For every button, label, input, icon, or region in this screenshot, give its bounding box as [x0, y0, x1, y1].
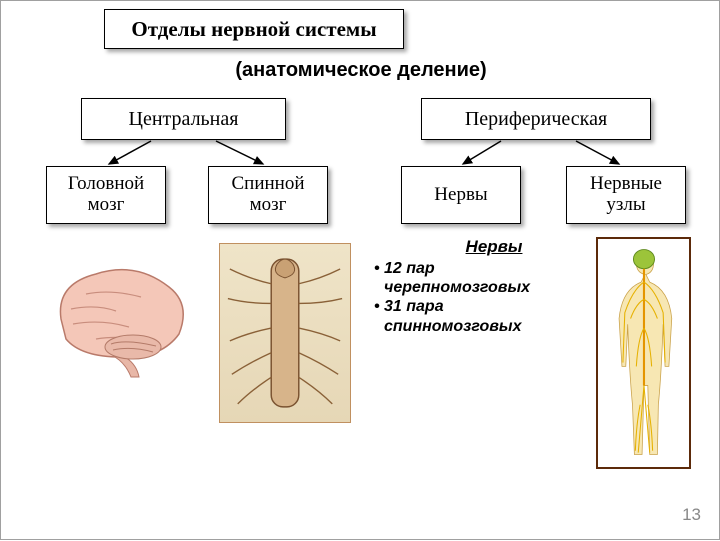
title-box: Отделы нервной системы [104, 9, 404, 49]
ganglia-box: Нервные узлы [566, 166, 686, 224]
spinal-cord-illustration [219, 243, 351, 423]
ganglia-label: Нервные узлы [573, 174, 679, 216]
nerves-detail-heading: Нервы [409, 237, 579, 257]
brain-label: Головной мозг [53, 174, 159, 216]
body-nervous-system-illustration [596, 237, 691, 469]
nerves-box: Нервы [401, 166, 521, 224]
spinal-label: Спинной мозг [215, 174, 321, 216]
spinal-box: Спинной мозг [208, 166, 328, 224]
subtitle: (анатомическое деление) [1, 59, 720, 82]
central-label: Центральная [129, 108, 239, 131]
peripheral-box: Периферическая [421, 98, 651, 140]
page-number: 13 [682, 505, 701, 525]
nerves-detail-list: 12 пар черепномозговых 31 пара спинномоз… [374, 259, 584, 336]
central-box: Центральная [81, 98, 286, 140]
peripheral-label: Периферическая [465, 108, 607, 131]
nerves-item-2: 31 пара спинномозговых [374, 297, 584, 335]
brain-illustration [41, 249, 201, 389]
nerves-item-1: 12 пар черепномозговых [374, 259, 584, 297]
brain-box: Головной мозг [46, 166, 166, 224]
nerves-label: Нервы [434, 184, 487, 206]
title-text: Отделы нервной системы [131, 17, 376, 42]
